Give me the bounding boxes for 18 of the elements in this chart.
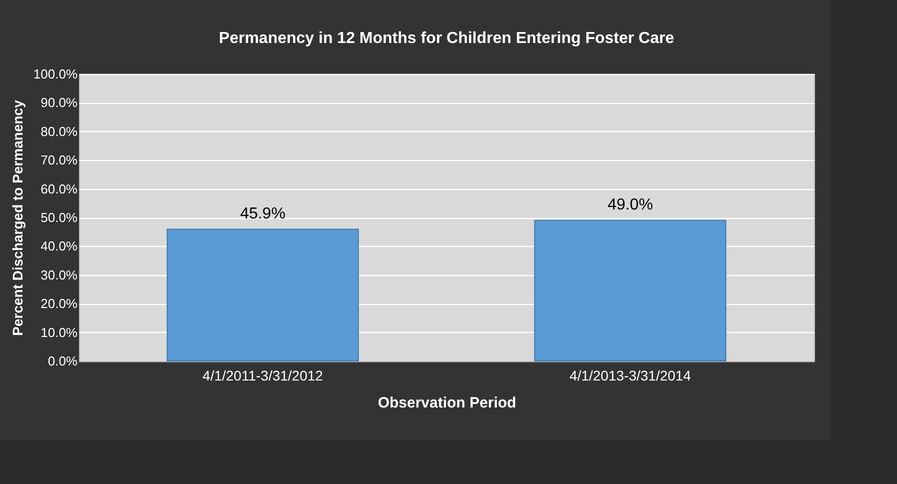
y-tick-label: 100.0% xyxy=(33,66,78,82)
y-tick-label: 60.0% xyxy=(40,181,78,196)
data-label: 49.0% xyxy=(608,196,653,214)
y-tick-label: 90.0% xyxy=(40,95,78,110)
y-tick-label: 40.0% xyxy=(40,238,78,254)
y-tick-label: 50.0% xyxy=(40,210,78,225)
data-label: 45.9% xyxy=(240,205,286,222)
y-tick-label: 70.0% xyxy=(40,152,78,168)
y-tick-label: 30.0% xyxy=(40,267,78,282)
chart-title: Permanency in 12 Months for Children Entering Foster Care xyxy=(218,30,674,47)
y-tick-label: 10.0% xyxy=(40,324,78,340)
x-tick-label: 4/1/2013-3/31/2014 xyxy=(570,368,692,384)
y-tick-label: 0.0% xyxy=(48,354,78,368)
y-tick-label: 20.0% xyxy=(40,296,78,312)
x-tick-label: 4/1/2011-3/31/2012 xyxy=(202,368,324,384)
y-tick-label: 80.0% xyxy=(40,124,78,139)
y-axis-title: Percent Discharged to Permanency xyxy=(9,100,26,336)
x-axis-title: Observation Period xyxy=(378,394,516,412)
